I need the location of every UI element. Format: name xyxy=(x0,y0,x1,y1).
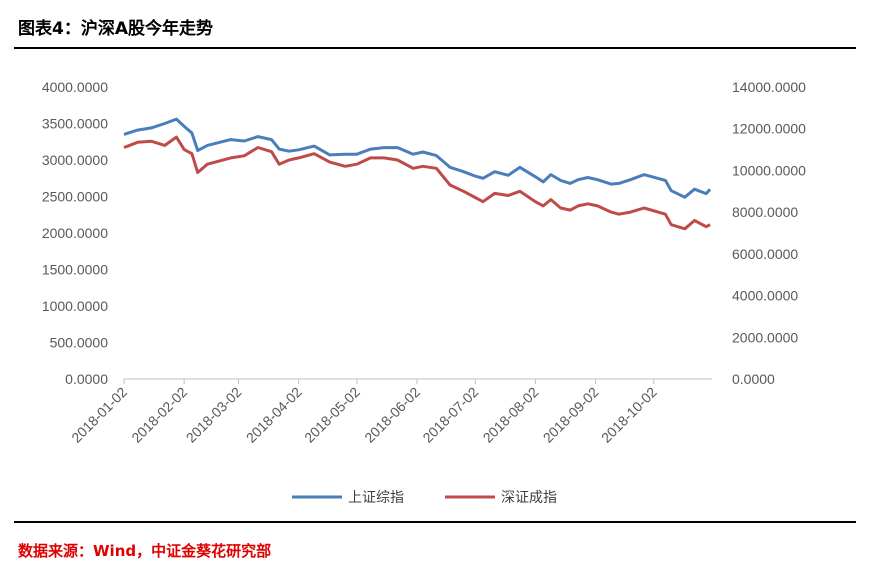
series-line-shenzhen xyxy=(123,135,711,231)
right-tick-label: 6000.0000 xyxy=(732,246,798,262)
left-tick-label: 0.0000 xyxy=(65,371,108,387)
line-chart: 0.0000 500.0000 1000.0000 1500.0000 2000.000… xyxy=(42,79,806,506)
series-layer xyxy=(123,117,712,231)
x-tick-label: 2018-09-02 xyxy=(540,384,602,446)
legend-label: 上证综指 xyxy=(348,490,404,506)
bottom-divider xyxy=(14,521,856,523)
x-tick-label: 2018-03-02 xyxy=(183,384,245,446)
right-tick-label: 0.0000 xyxy=(732,371,775,387)
legend-label: 深证成指 xyxy=(501,490,557,506)
right-axis-ticks: 0.0000 2000.0000 4000.0000 6000.0000 8000.00… xyxy=(732,79,806,387)
right-tick-label: 4000.0000 xyxy=(732,288,798,304)
left-tick-label: 3000.0000 xyxy=(42,152,108,168)
x-tick-label: 2018-01-02 xyxy=(68,384,130,446)
left-axis-ticks: 0.0000 500.0000 1000.0000 1500.0000 2000.000… xyxy=(42,79,108,387)
left-tick-label: 500.0000 xyxy=(50,335,109,351)
left-tick-label: 1500.0000 xyxy=(42,262,108,278)
x-tick-label: 2018-08-02 xyxy=(480,384,542,446)
x-tick-label: 2018-04-02 xyxy=(243,384,305,446)
series-line-shanghai xyxy=(123,117,712,199)
x-tick-label: 2018-05-02 xyxy=(301,384,363,446)
x-tick-label: 2018-10-02 xyxy=(598,384,660,446)
left-tick-label: 4000.0000 xyxy=(42,79,108,95)
left-tick-label: 3500.0000 xyxy=(42,116,108,132)
x-tick-label: 2018-02-02 xyxy=(128,384,190,446)
right-tick-label: 12000.0000 xyxy=(732,121,806,137)
left-tick-label: 1000.0000 xyxy=(42,298,108,314)
x-tick-label: 2018-07-02 xyxy=(419,384,481,446)
right-tick-label: 8000.0000 xyxy=(732,204,798,220)
top-divider xyxy=(14,47,856,49)
x-axis-ticks: 2018-01-022018-02-022018-03-022018-04-02… xyxy=(68,379,660,446)
data-source-note: 数据来源：Wind，中证金葵花研究部 xyxy=(18,542,272,560)
left-tick-label: 2500.0000 xyxy=(42,189,108,205)
x-tick-label: 2018-06-02 xyxy=(361,384,423,446)
chart-title: 图表4：沪深A股今年走势 xyxy=(18,19,213,39)
right-tick-label: 10000.0000 xyxy=(732,162,806,178)
left-tick-label: 2000.0000 xyxy=(42,225,108,241)
right-tick-label: 14000.0000 xyxy=(732,79,806,95)
right-tick-label: 2000.0000 xyxy=(732,329,798,345)
legend: 上证综指 深证成指 xyxy=(292,490,557,506)
